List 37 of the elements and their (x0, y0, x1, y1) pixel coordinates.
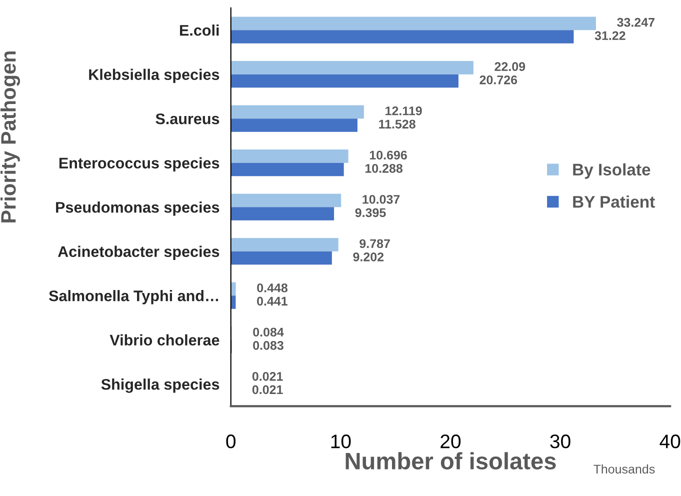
data-label: 10.037 (362, 194, 400, 204)
y-tick-label: Enterococcus species (59, 157, 220, 172)
data-label: 12.119 (386, 106, 422, 116)
legend-label: By Isolate (573, 163, 650, 179)
x-tick-label: 30 (550, 434, 570, 448)
x-tick-label: 40 (660, 434, 680, 448)
data-label: 0.021 (252, 385, 283, 394)
data-label: 0.448 (257, 283, 288, 292)
data-label: 0.021 (252, 372, 283, 381)
data-label: 10.288 (365, 164, 403, 173)
data-label: 0.441 (257, 296, 288, 306)
data-label: 22.09 (494, 62, 526, 72)
y-axis-title: Priority Pathogen (0, 51, 20, 222)
data-label: 31.22 (594, 31, 626, 40)
data-label: 10.696 (370, 150, 407, 160)
y-tick-label: Salmonella Typhi and… (48, 290, 218, 304)
x-tick-label: 20 (440, 434, 461, 448)
y-tick-label: Shigella species (101, 378, 220, 393)
data-label: 9.395 (355, 208, 386, 218)
text: Thousands (594, 464, 655, 474)
data-label: 20.726 (480, 75, 518, 84)
y-tick-label: E.coli (180, 24, 219, 36)
y-tick-label: Pseudomonas species (56, 202, 220, 216)
y-tick-label: S.aureus (156, 113, 220, 124)
data-label: 0.084 (253, 328, 284, 337)
x-tick-label: 10 (331, 434, 351, 448)
data-label: 9.787 (360, 239, 390, 248)
y-tick-label: Vibrio cholerae (110, 334, 220, 346)
x-axis-title: Number of isolates (346, 452, 556, 470)
data-label: 0.083 (253, 340, 284, 350)
y-tick-label: Acinetobacter species (58, 246, 220, 260)
data-label: 33.247 (617, 18, 654, 27)
data-label: 9.202 (353, 252, 384, 262)
x-tick-label: 0 (226, 434, 236, 448)
y-tick-label: Klebsiella species (89, 68, 220, 84)
legend-label: BY Patient (573, 196, 655, 208)
data-label: 11.528 (379, 120, 416, 129)
